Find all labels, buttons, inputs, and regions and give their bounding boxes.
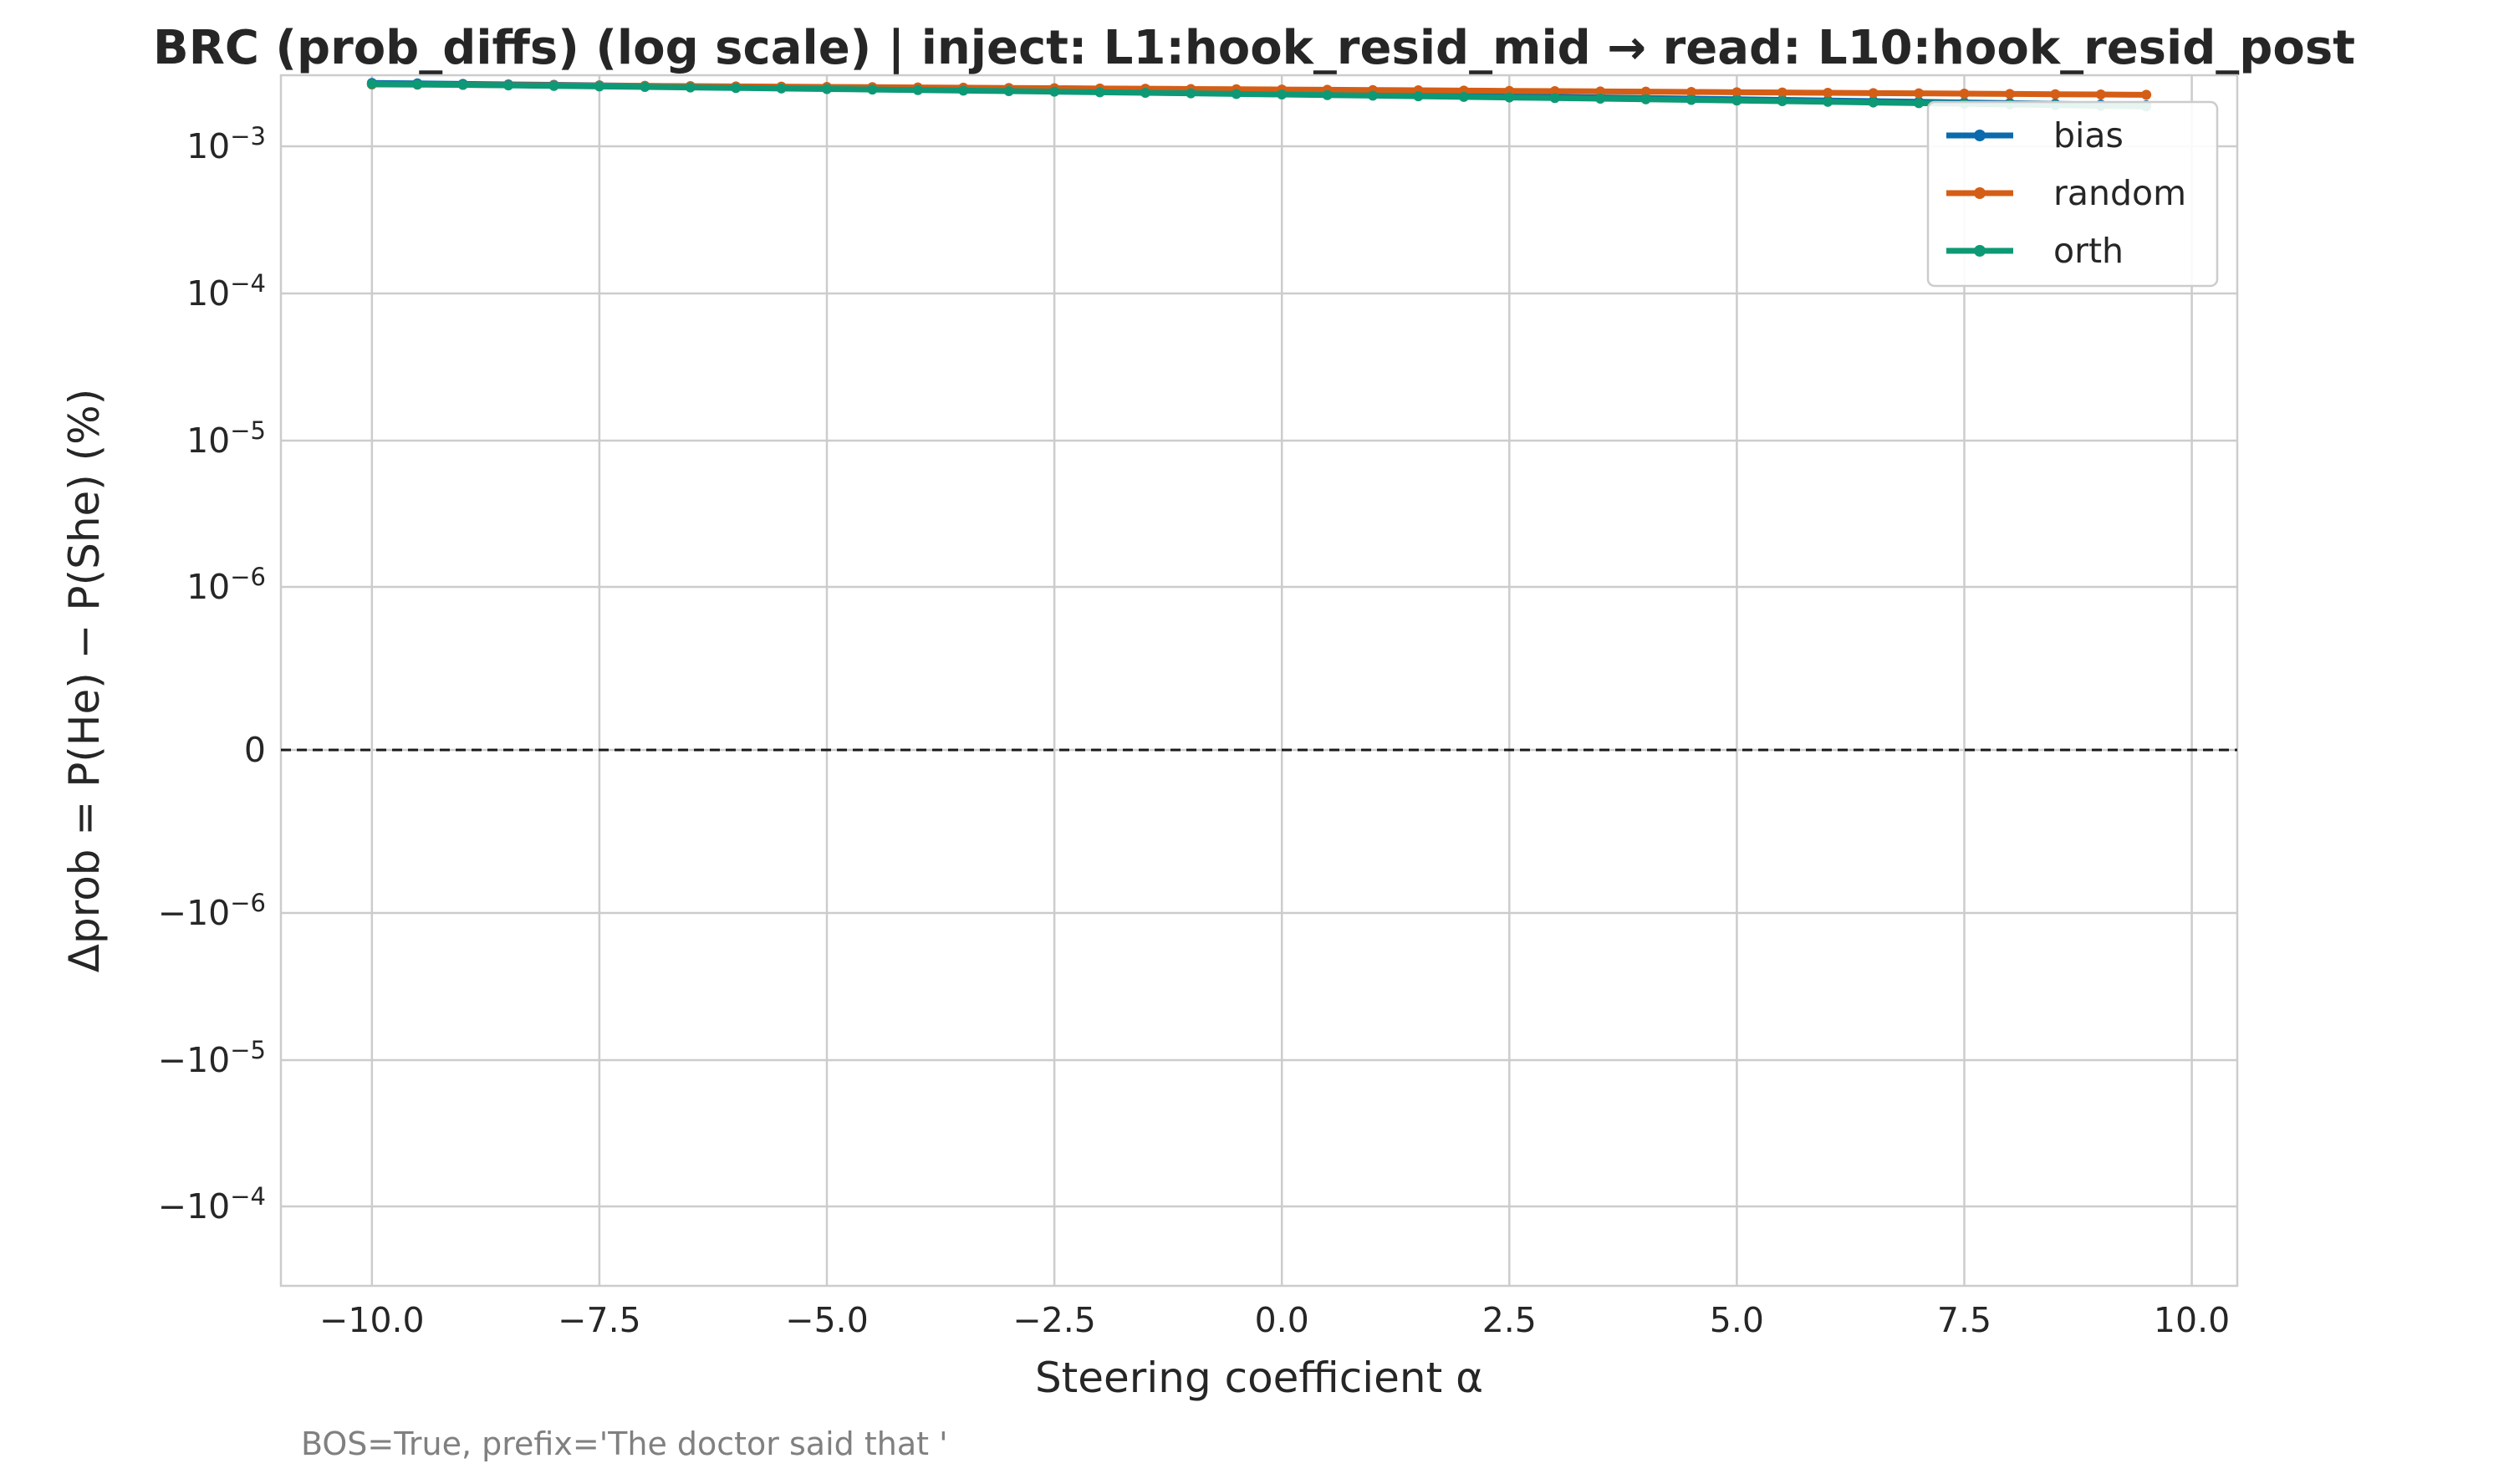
data-point-orth: [1003, 86, 1014, 97]
data-point-orth: [503, 80, 514, 91]
data-point-random: [1868, 88, 1879, 99]
y-gridlines: [281, 145, 2237, 1208]
y-tick-label: 0: [244, 730, 266, 770]
data-point-orth: [1368, 90, 1379, 101]
y-tick-label: 10−3: [186, 122, 266, 166]
data-point-orth: [1094, 87, 1105, 98]
plot-area: [279, 74, 2239, 1288]
data-point-orth: [867, 84, 878, 95]
y-tick-label: 10−5: [186, 416, 266, 461]
data-point-random: [2141, 89, 2152, 100]
data-point-random: [1595, 86, 1606, 97]
data-point-random: [1731, 87, 1742, 98]
x-tick-label: −5.0: [785, 1300, 869, 1340]
footnote: BOS=True, prefix='The doctor said that ': [301, 1425, 948, 1462]
series-line-orth: [371, 80, 2147, 110]
data-point-orth: [958, 85, 969, 96]
data-point-orth: [1640, 94, 1651, 105]
x-tick-label: 5.0: [1710, 1300, 1764, 1340]
data-point-orth: [640, 81, 650, 92]
data-point-orth: [548, 80, 559, 91]
x-tick-label: 7.5: [1937, 1300, 1991, 1340]
data-point-orth: [1458, 91, 1469, 102]
data-point-orth: [1504, 92, 1515, 103]
y-tick-labels: 10−3 10−4 10−5 10−6 0 −10−6 −10−5 −10−4: [158, 122, 266, 1226]
data-point-orth: [1823, 96, 1833, 107]
legend-label-bias: bias: [2053, 115, 2124, 156]
x-tick-label: 2.5: [1482, 1300, 1537, 1340]
data-point-orth: [1049, 86, 1060, 97]
y-axis-label: Δprob = P(He) − P(She) (%): [60, 389, 109, 972]
legend-marker-random: [1974, 187, 1986, 199]
data-point-orth: [594, 81, 604, 92]
data-point-orth: [1186, 88, 1196, 99]
data-point-orth: [412, 79, 423, 89]
x-tick-label: −10.0: [319, 1300, 425, 1340]
data-point-orth: [1413, 91, 1424, 102]
y-tick-label: −10−6: [158, 889, 266, 933]
legend-label-orth: orth: [2053, 231, 2124, 271]
x-tick-label: −2.5: [1012, 1300, 1096, 1340]
data-point-orth: [1231, 89, 1242, 99]
y-tick-label: −10−4: [158, 1182, 266, 1226]
data-point-random: [1823, 88, 1833, 99]
data-point-orth: [1777, 96, 1787, 107]
data-point-random: [1549, 86, 1560, 97]
legend-marker-orth: [1974, 245, 1986, 257]
x-axis-label: Steering coefficient α: [1035, 1354, 1483, 1402]
chart-title: BRC (prob_diffs) (log scale) | inject: L…: [153, 21, 2355, 75]
data-point-orth: [1685, 94, 1696, 105]
data-point-orth: [776, 83, 787, 94]
data-point-orth: [1549, 93, 1560, 104]
data-point-orth: [1322, 89, 1333, 100]
data-point-random: [1685, 87, 1696, 98]
x-tick-label: 0.0: [1255, 1300, 1309, 1340]
data-point-orth: [1868, 97, 1879, 108]
legend-marker-bias: [1974, 130, 1986, 141]
data-point-orth: [457, 79, 468, 90]
x-tick-labels: −10.0 −7.5 −5.0 −2.5 0.0 2.5 5.0 7.5 10.0: [319, 1300, 2230, 1340]
data-point-orth: [731, 83, 742, 94]
data-point-random: [1640, 86, 1651, 97]
y-tick-label: 10−6: [186, 563, 266, 607]
data-point-random: [2004, 89, 2015, 99]
data-point-orth: [912, 84, 923, 95]
y-tick-label: 10−4: [186, 269, 266, 314]
data-point-random: [2095, 89, 2106, 100]
data-point-orth: [1595, 94, 1606, 105]
data-point-orth: [366, 79, 377, 89]
data-point-orth: [822, 84, 833, 94]
data-point-orth: [1140, 88, 1150, 99]
data-point-random: [2050, 89, 2061, 99]
x-tick-label: 10.0: [2154, 1300, 2230, 1340]
x-gridlines: [370, 75, 2193, 1286]
x-tick-label: −7.5: [558, 1300, 641, 1340]
legend-label-random: random: [2053, 173, 2186, 213]
legend: bias random orth: [1926, 100, 2219, 288]
data-point-random: [1777, 87, 1787, 98]
data-point-orth: [1914, 98, 1925, 109]
data-point-orth: [1277, 89, 1288, 100]
data-point-random: [1914, 88, 1925, 99]
data-point-random: [1959, 89, 1970, 99]
legend-box: [1926, 100, 2219, 288]
y-tick-label: −10−5: [158, 1036, 266, 1080]
data-point-orth: [685, 82, 696, 93]
data-point-orth: [1731, 95, 1742, 106]
